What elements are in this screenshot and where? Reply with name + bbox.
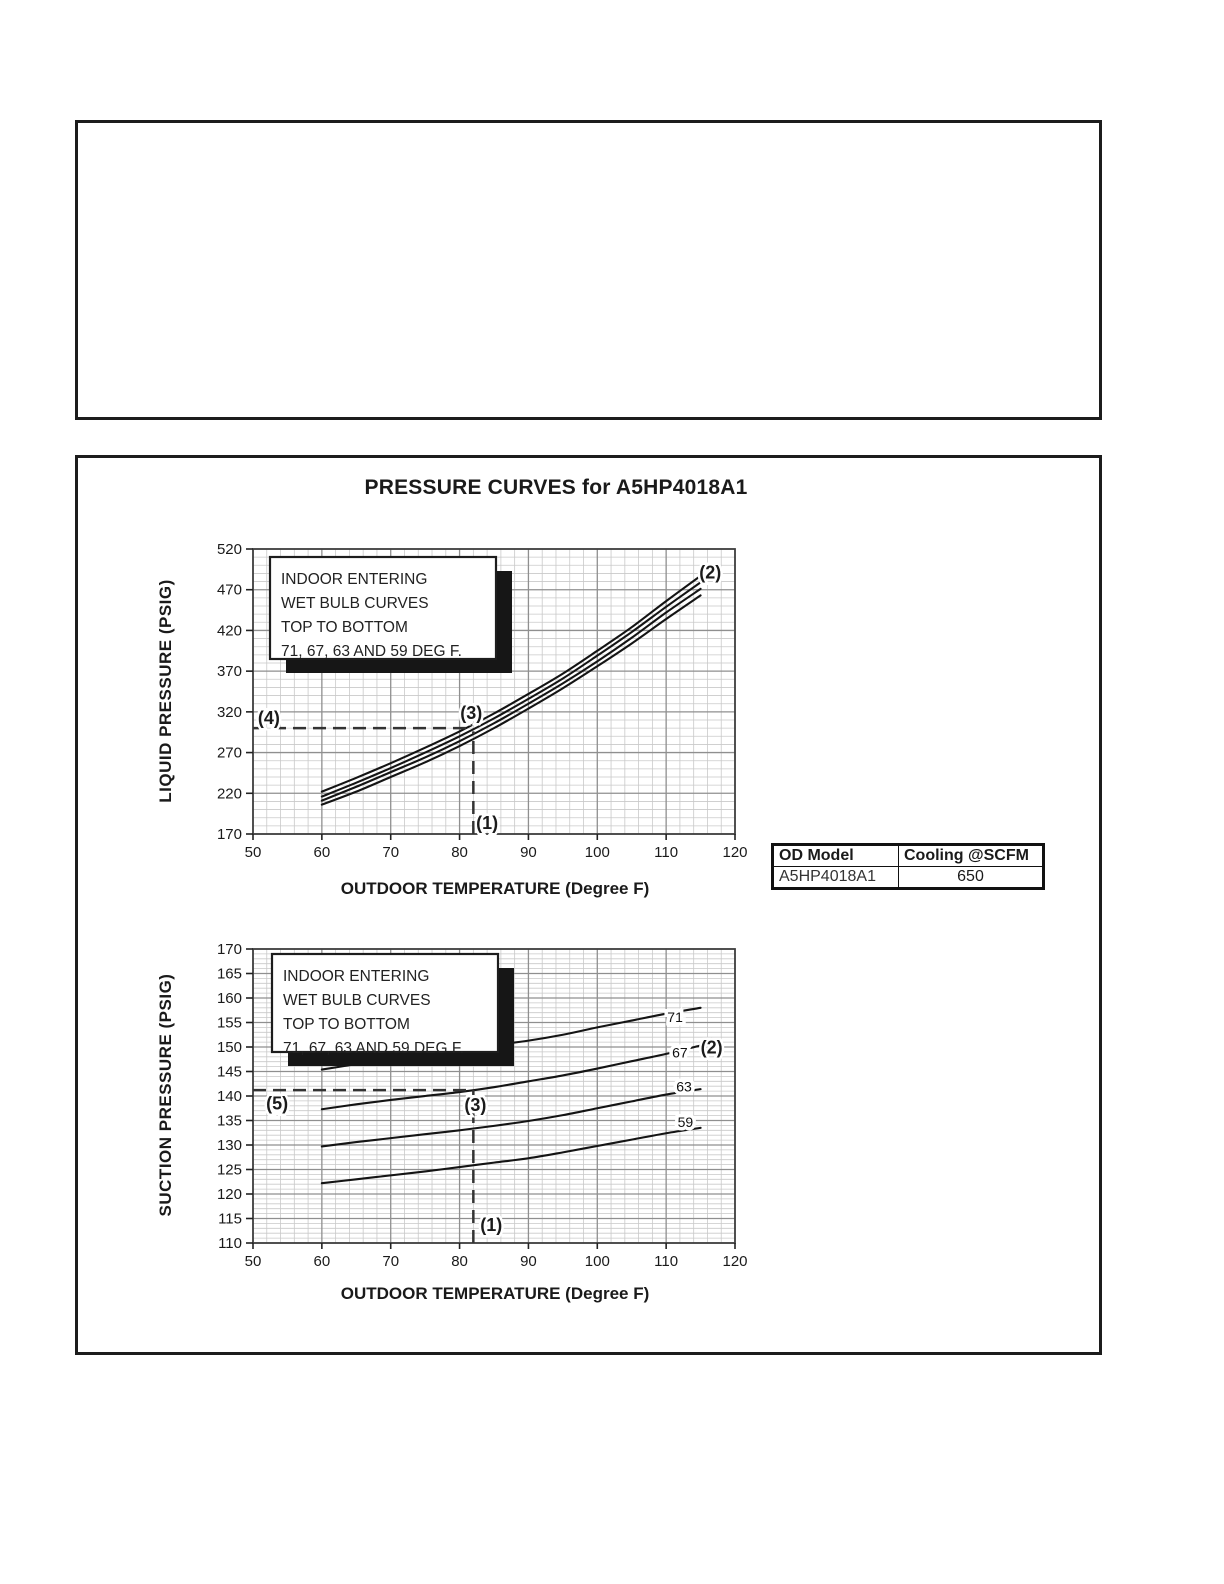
- y-tick-label: 115: [218, 1211, 242, 1228]
- y-tick-label: 140: [217, 1088, 242, 1105]
- y-tick-label: 420: [217, 622, 242, 639]
- legend-box: [270, 952, 500, 1054]
- legend-text-line: INDOOR ENTERING: [281, 571, 427, 588]
- outdoor-temperature-axis-title-bottom: OUTDOOR TEMPERATURE (Degree F): [340, 1284, 650, 1303]
- y-tick-label: 125: [217, 1162, 242, 1179]
- x-tick-label: 90: [520, 1253, 537, 1270]
- table-row: A5HP4018A1 650: [772, 866, 1044, 889]
- legend-text-line: TOP TO BOTTOM: [283, 1016, 410, 1033]
- od-model-header: OD Model: [772, 844, 899, 867]
- x-tick-label: 80: [451, 1253, 468, 1270]
- x-tick-label: 50: [245, 1253, 262, 1270]
- x-tick-label: 120: [722, 1253, 747, 1270]
- y-tick-label: 470: [217, 582, 242, 599]
- y-tick-label: 520: [217, 541, 242, 558]
- y-tick-label: 270: [217, 745, 242, 762]
- x-tick-label: 100: [585, 1253, 610, 1270]
- curve-63: [320, 587, 702, 802]
- pressure-curves-box: [75, 455, 1102, 1355]
- annotation-label: (3): [460, 703, 482, 723]
- legend-text-line: TOP TO BOTTOM: [281, 619, 408, 636]
- y-tick-label: 170: [217, 826, 242, 843]
- y-tick-label: 160: [217, 990, 242, 1007]
- x-tick-label: 100: [585, 844, 610, 861]
- x-tick-label: 70: [382, 844, 399, 861]
- legend-text-line: WET BULB CURVES: [281, 595, 429, 612]
- series-label-63: 63: [676, 1079, 692, 1095]
- curve-59: [320, 1126, 702, 1185]
- curve-71: [320, 574, 702, 793]
- y-tick-label: 110: [218, 1235, 242, 1252]
- x-tick-label: 90: [520, 844, 537, 861]
- y-tick-label: 135: [217, 1113, 242, 1130]
- plot-border: [252, 548, 736, 835]
- od-model-table: OD Model Cooling @SCFM A5HP4018A1 650: [771, 843, 1045, 890]
- od-model-value: A5HP4018A1: [772, 866, 899, 889]
- y-tick-label: 130: [217, 1137, 242, 1154]
- cooling-scfm-value: 650: [898, 866, 1044, 889]
- x-tick-label: 60: [314, 844, 331, 861]
- x-tick-label: 110: [654, 844, 678, 861]
- table-header-row: OD Model Cooling @SCFM: [772, 844, 1044, 867]
- outdoor-temperature-axis-title-top: OUTDOOR TEMPERATURE (Degree F): [340, 879, 650, 898]
- x-tick-label: 60: [314, 1253, 331, 1270]
- legend-box: [268, 555, 498, 661]
- y-tick-label: 165: [217, 966, 242, 983]
- legend-text-line: INDOOR ENTERING: [283, 968, 429, 985]
- y-tick-label: 145: [217, 1064, 242, 1081]
- annotation-label: (5): [266, 1094, 288, 1114]
- y-tick-label: 155: [217, 1015, 242, 1032]
- annotation-label: (1): [476, 813, 498, 833]
- page-title: PRESSURE CURVES for A5HP4018A1: [364, 476, 748, 499]
- x-tick-label: 80: [451, 844, 468, 861]
- y-tick-label: 170: [217, 941, 242, 958]
- y-tick-label: 220: [217, 785, 242, 802]
- curve-67: [320, 581, 702, 798]
- legend-text-line: WET BULB CURVES: [283, 992, 431, 1009]
- x-tick-label: 110: [654, 1253, 678, 1270]
- empty-content-box: [75, 120, 1102, 420]
- y-tick-label: 150: [217, 1039, 242, 1056]
- annotation-label: (3): [464, 1095, 486, 1115]
- series-label-67: 67: [672, 1044, 688, 1060]
- curve-67: [320, 1044, 702, 1111]
- y-tick-label: 320: [217, 704, 242, 721]
- series-label-71: 71: [667, 1009, 683, 1025]
- cooling-scfm-header: Cooling @SCFM: [898, 844, 1044, 867]
- x-tick-label: 50: [245, 844, 262, 861]
- x-tick-label: 120: [722, 844, 747, 861]
- series-label-59: 59: [678, 1114, 694, 1130]
- y-tick-label: 120: [217, 1186, 242, 1203]
- annotation-label: (2): [699, 562, 721, 582]
- curve-63: [320, 1088, 702, 1148]
- annotation-label: (2): [701, 1037, 723, 1057]
- y-tick-label: 370: [217, 663, 242, 680]
- curve-59: [320, 594, 702, 806]
- legend-text-line: 71, 67, 63 AND 59 DEG F.: [283, 1040, 464, 1057]
- x-tick-label: 70: [382, 1253, 399, 1270]
- legend-text-line: 71, 67, 63 AND 59 DEG F.: [281, 643, 462, 660]
- annotation-label: (4): [258, 708, 280, 728]
- annotation-label: (1): [480, 1215, 502, 1235]
